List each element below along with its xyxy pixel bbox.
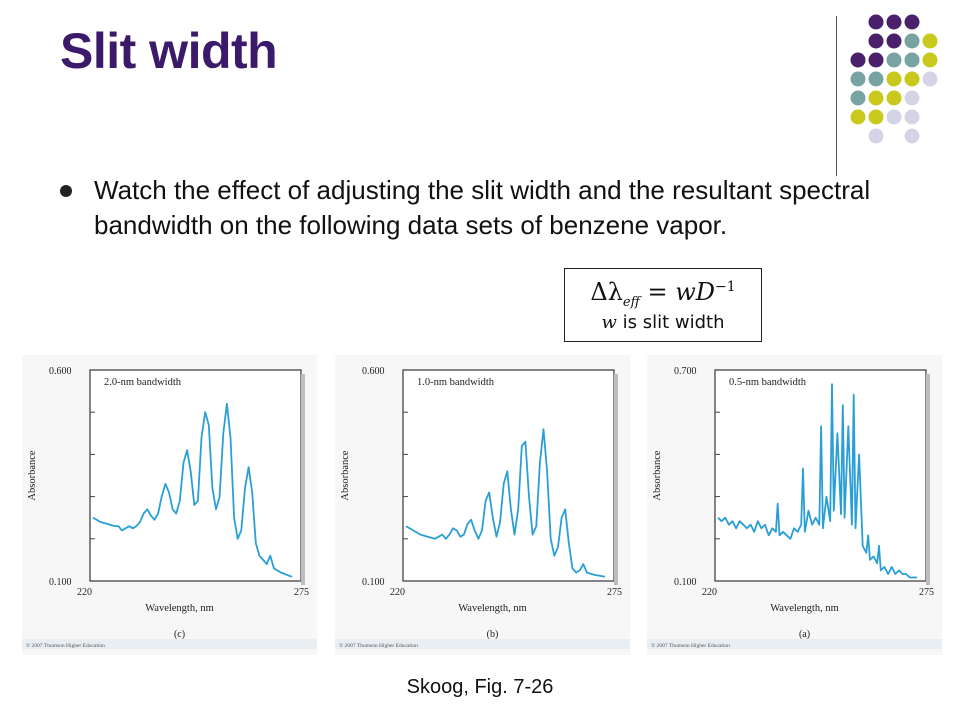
- absorbance-trace: [405, 428, 606, 578]
- decorative-dot: [886, 109, 902, 125]
- plot-frame-shadow: [614, 374, 618, 585]
- y-tick-label-top: 0.600: [362, 366, 385, 377]
- decorative-dot: [886, 90, 902, 106]
- spectrum-panel-a: 0.700 0.100 220 275 Wavelength, nm Absorbance…: [647, 355, 942, 655]
- decorative-dot: [850, 90, 866, 106]
- decorative-dot: [886, 52, 902, 68]
- y-tick-label-top: 0.700: [674, 366, 697, 377]
- x-tick-label-end: 275: [919, 587, 934, 598]
- panel-label: (c): [174, 629, 185, 640]
- x-axis-label: Wavelength, nm: [770, 603, 839, 614]
- panel-label: (b): [487, 629, 499, 640]
- slide-title: Slit width: [60, 23, 278, 79]
- copyright-note: © 2007 Thomson Higher Education: [339, 642, 418, 649]
- decorative-dot: [904, 33, 920, 49]
- formula-note-text: is slit width: [616, 311, 725, 333]
- decorative-dot: [868, 128, 884, 144]
- plot-frame-shadow: [926, 374, 930, 585]
- decorative-dot: [904, 90, 920, 106]
- formula-note: w is slit width: [565, 312, 761, 333]
- bandwidth-annotation: 2.0-nm bandwidth: [104, 377, 182, 388]
- decorative-dot: [868, 33, 884, 49]
- formula-note-var: w: [601, 311, 617, 333]
- decorative-dot: [850, 109, 866, 125]
- decorative-dot: [904, 14, 920, 30]
- decorative-dot: [904, 71, 920, 87]
- plot-frame: [89, 369, 302, 582]
- bullet-text: Watch the effect of adjusting the slit w…: [94, 175, 871, 240]
- decorative-dot: [904, 128, 920, 144]
- spectra-figure: 0.600 0.100 220 275 Wavelength, nm Absorbance…: [22, 355, 942, 655]
- decorative-dot: [850, 52, 866, 68]
- x-tick-label-start: 220: [77, 587, 92, 598]
- bullet-item: Watch the effect of adjusting the slit w…: [60, 173, 910, 243]
- figure-caption: Skoog, Fig. 7-26: [406, 676, 554, 698]
- copyright-strip: [22, 639, 317, 649]
- y-tick-label-top: 0.600: [49, 366, 72, 377]
- plot-frame-shadow: [301, 374, 305, 585]
- y-axis-label: Absorbance: [27, 450, 38, 500]
- copyright-note: © 2007 Thomson Higher Education: [651, 642, 730, 649]
- decorative-dot: [868, 14, 884, 30]
- divider-line: [836, 16, 837, 176]
- decorative-dot: [904, 109, 920, 125]
- copyright-strip: [647, 639, 942, 649]
- decorative-dot: [922, 33, 938, 49]
- formula-equation: Δλeff = wD−1: [590, 278, 736, 310]
- formula-box: Δλeff = wD−1 w is slit width: [564, 268, 762, 342]
- decorative-dot: [868, 109, 884, 125]
- absorbance-trace: [717, 383, 917, 579]
- decorative-dot: [886, 14, 902, 30]
- spectrum-panel-c: 0.600 0.100 220 275 Wavelength, nm Absorbance…: [22, 355, 317, 655]
- bullet-icon: [60, 185, 72, 197]
- absorbance-trace: [92, 402, 293, 578]
- y-axis-label: Absorbance: [340, 450, 351, 500]
- decorative-dot: [886, 33, 902, 49]
- x-tick-label-start: 220: [390, 587, 405, 598]
- x-tick-label-start: 220: [702, 587, 717, 598]
- decorative-dot: [868, 52, 884, 68]
- decorative-dot: [922, 71, 938, 87]
- panel-label: (a): [799, 629, 810, 640]
- decorative-dot: [904, 52, 920, 68]
- y-tick-label-bottom: 0.100: [49, 577, 72, 588]
- y-tick-label-bottom: 0.100: [674, 577, 697, 588]
- x-tick-label-end: 275: [607, 587, 622, 598]
- spectrum-panel-b: 0.600 0.100 220 275 Wavelength, nm Absorbance…: [335, 355, 630, 655]
- x-axis-label: Wavelength, nm: [458, 603, 527, 614]
- decorative-dot: [922, 52, 938, 68]
- copyright-strip: [335, 639, 630, 649]
- copyright-note: © 2007 Thomson Higher Education: [26, 642, 105, 649]
- decorative-dot: [886, 71, 902, 87]
- decorative-dot-grid: [850, 14, 938, 144]
- x-axis-label: Wavelength, nm: [145, 603, 214, 614]
- decorative-dot: [868, 71, 884, 87]
- y-tick-label-bottom: 0.100: [362, 577, 385, 588]
- decorative-dot: [868, 90, 884, 106]
- decorative-dot: [850, 71, 866, 87]
- x-tick-label-end: 275: [294, 587, 309, 598]
- y-axis-label: Absorbance: [652, 450, 663, 500]
- bandwidth-annotation: 1.0-nm bandwidth: [417, 377, 495, 388]
- bandwidth-annotation: 0.5-nm bandwidth: [729, 377, 807, 388]
